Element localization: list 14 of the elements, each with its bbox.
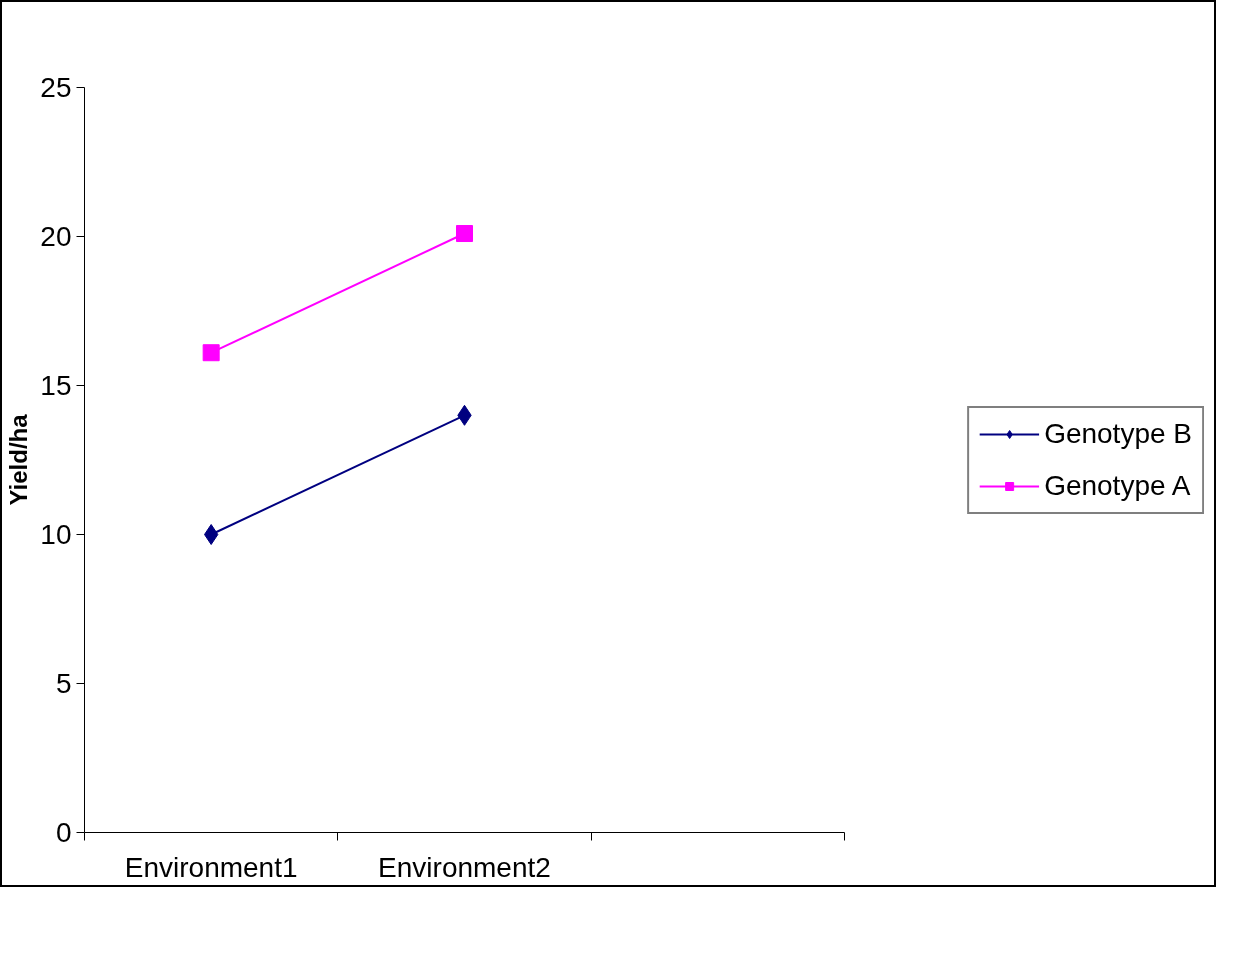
y-tick-label: 5	[55, 668, 72, 699]
x-tick-label: Environment1	[124, 851, 298, 883]
point	[202, 344, 220, 362]
y-tick-label: 25	[40, 72, 72, 103]
y-axis-title: Yield/ha	[5, 413, 33, 506]
y-tick-label: 0	[55, 817, 72, 848]
legend-label: Genotype B	[1044, 417, 1192, 450]
legend-label: Genotype A	[1044, 469, 1191, 502]
point	[456, 225, 473, 243]
y-tick-label: 20	[40, 221, 72, 252]
point	[204, 524, 219, 545]
y-tick-label: 10	[40, 519, 72, 550]
x-tick-label: Environment2	[378, 851, 551, 883]
y-tick-label: 15	[40, 370, 72, 401]
